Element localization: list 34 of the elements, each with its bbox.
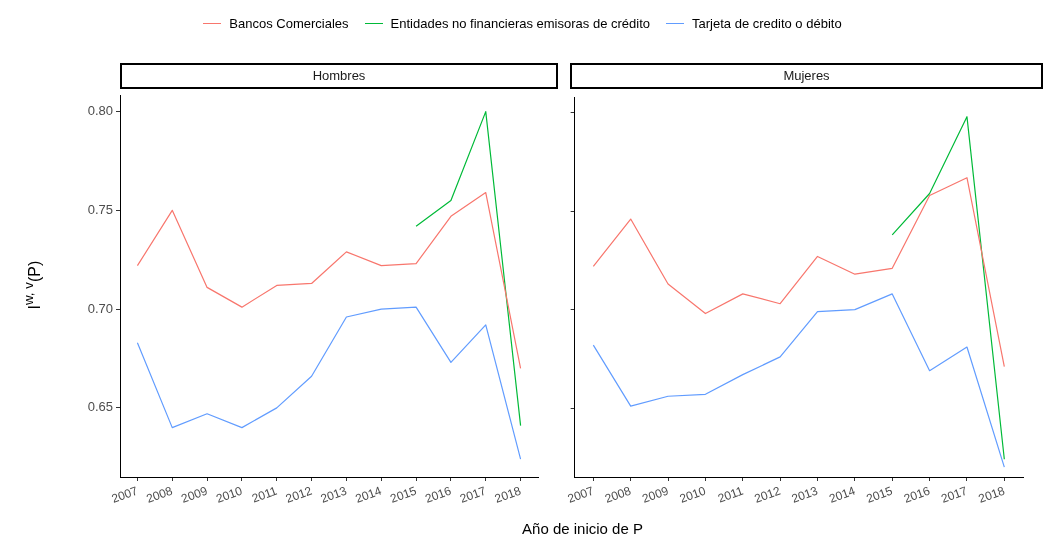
- y-tick-label: 0.75: [87, 201, 113, 217]
- x-tick-label: 2015: [864, 483, 895, 506]
- legend-label: Tarjeta de credito o débito: [692, 16, 842, 31]
- x-tick-label: 2015: [388, 483, 419, 506]
- chart-title: Hombres: [120, 63, 558, 89]
- legend-label: Bancos Comerciales: [229, 16, 349, 31]
- x-tick-label: 2007: [109, 483, 140, 506]
- x-tick-label: 2018: [492, 483, 524, 506]
- x-tick-label: 2018: [976, 483, 1007, 506]
- x-tick-label: 2007: [565, 483, 596, 506]
- x-tick-label: 2016: [423, 483, 454, 506]
- x-tick-label: 2017: [939, 483, 970, 506]
- legend-label: Entidades no financieras emisoras de crédito: [390, 16, 651, 31]
- x-tick-label: 2014: [353, 483, 384, 506]
- x-tick-label: 2016: [901, 483, 933, 506]
- y-tick-label: 0.65: [87, 399, 113, 415]
- y-tick-label: 0.70: [87, 300, 113, 316]
- x-tick-label: 2013: [789, 483, 820, 506]
- x-tick-label: 2011: [249, 483, 280, 506]
- x-tick-label: 2012: [283, 483, 315, 506]
- x-tick-label: 2010: [214, 483, 245, 506]
- chart-title: Mujeres: [570, 63, 1043, 89]
- x-tick-label: 2013: [318, 483, 349, 506]
- x-tick-label: 2011: [715, 483, 746, 506]
- y-tick-label: 0.80: [87, 103, 113, 119]
- x-tick-label: 2008: [144, 483, 175, 506]
- x-tick-label: 2010: [677, 483, 708, 506]
- x-tick-label: 2017: [458, 483, 489, 506]
- x-tick-label: 2009: [179, 483, 210, 506]
- x-tick-label: 2009: [640, 483, 671, 506]
- x-tick-label: 2008: [602, 483, 634, 506]
- x-tick-label: 2014: [827, 483, 858, 506]
- x-tick-label: 2012: [752, 483, 783, 506]
- x-axis-title: Año de inicio de P: [521, 520, 644, 537]
